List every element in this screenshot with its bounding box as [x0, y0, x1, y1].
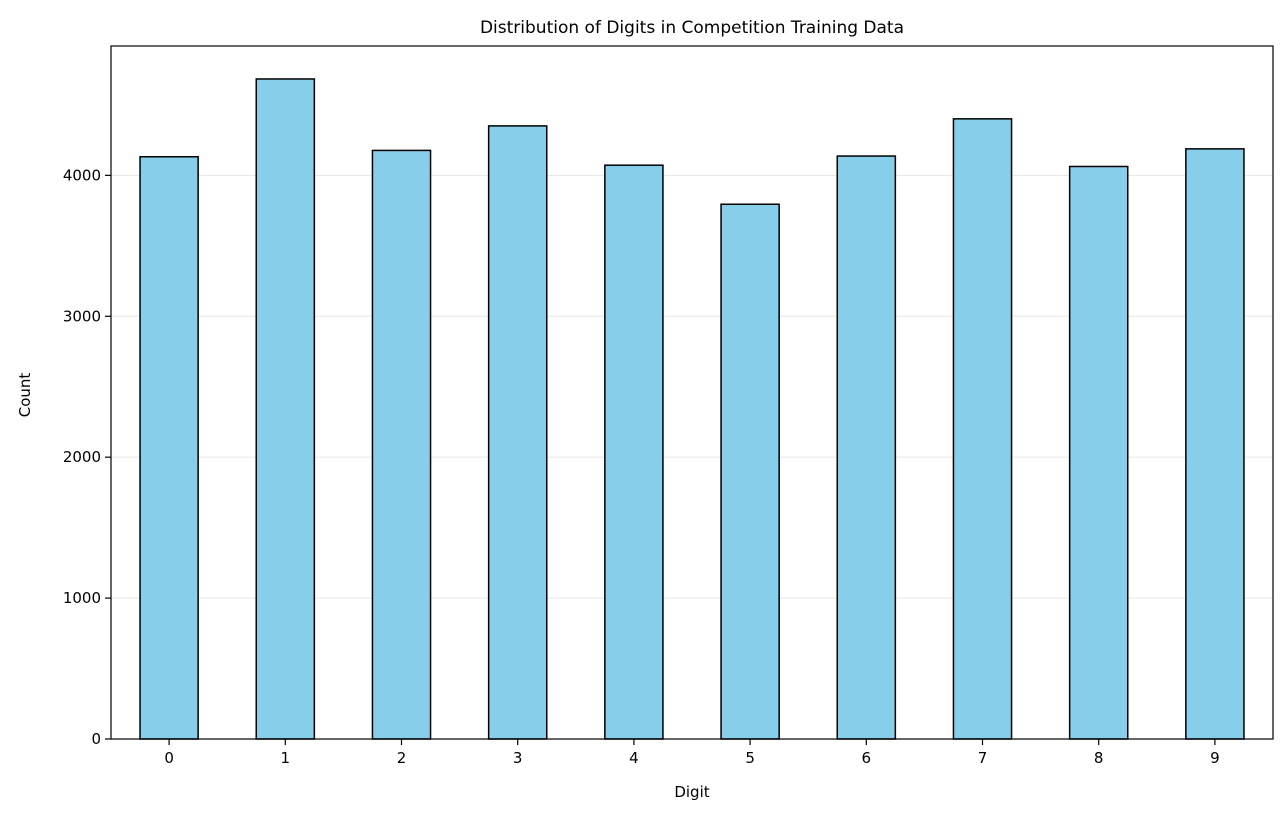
bar-digit-8 [1068, 165, 1129, 740]
bar-digit-4 [604, 164, 664, 740]
x-tick-label: 9 [1210, 749, 1220, 767]
y-tick-label: 1000 [63, 589, 101, 607]
x-axis-label: Digit [674, 783, 709, 801]
bar-digit-9 [1185, 148, 1245, 740]
bar-digit-1 [255, 78, 316, 740]
x-tick-label: 4 [629, 749, 639, 767]
bar-digit-3 [487, 125, 548, 740]
x-tick-label: 6 [862, 749, 872, 767]
x-tick-label: 5 [745, 749, 755, 767]
bar-digit-2 [371, 149, 432, 740]
plot-frame [110, 45, 1274, 740]
y-tick-label: 2000 [63, 448, 101, 466]
bar-digit-7 [952, 118, 1013, 740]
x-tick-label: 1 [281, 749, 291, 767]
y-axis-label: Count [16, 373, 34, 418]
bar-digit-6 [836, 155, 897, 740]
bars [139, 78, 1245, 740]
y-tick-label: 4000 [63, 166, 101, 184]
x-tick-label: 0 [164, 749, 174, 767]
x-tick-label: 2 [397, 749, 407, 767]
y-tick-label: 3000 [63, 307, 101, 325]
x-tick-label: 7 [978, 749, 988, 767]
chart-title: Distribution of Digits in Competition Tr… [480, 18, 904, 38]
x-tick-label: 3 [513, 749, 523, 767]
x-tick-label: 8 [1094, 749, 1104, 767]
x-axis-ticks: 0 1 2 3 4 5 6 7 8 9 [164, 739, 1220, 767]
bar-digit-5 [720, 203, 780, 740]
y-tick-label: 0 [91, 730, 101, 748]
y-axis-ticks: 0 1000 2000 3000 4000 [63, 166, 111, 748]
bar-digit-0 [139, 156, 199, 740]
